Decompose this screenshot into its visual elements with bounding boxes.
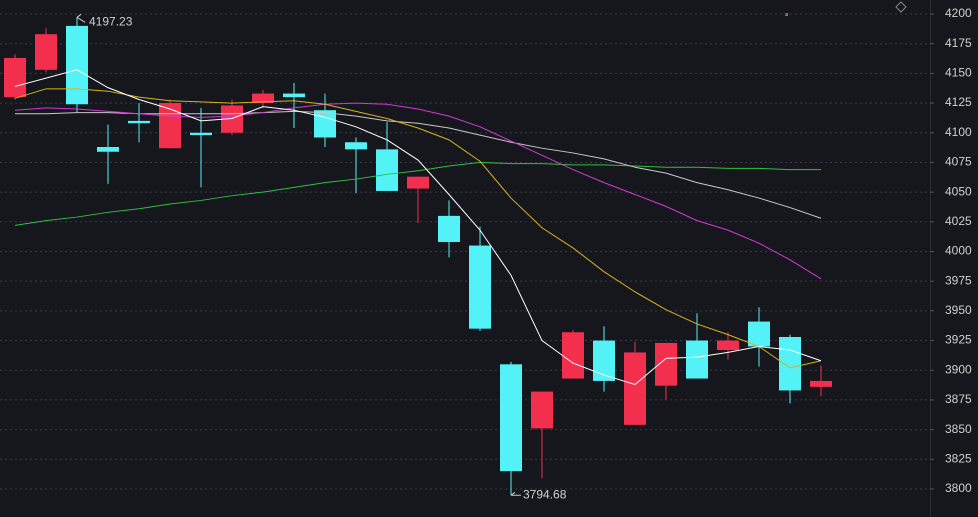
y-tick-label: 4000 (945, 244, 972, 258)
y-tick-label: 4075 (945, 155, 972, 169)
candle-body (252, 93, 274, 104)
y-tick-label: 3825 (945, 451, 972, 465)
candle-body (438, 215, 460, 242)
y-tick-label: 4100 (945, 125, 972, 139)
moving-average-line (14, 88, 822, 369)
y-tick-label: 3975 (945, 273, 972, 287)
y-tick-label: 3800 (945, 481, 972, 495)
y-tick-label: 3875 (945, 392, 972, 406)
candle-body (4, 57, 26, 98)
candle-body (407, 176, 429, 189)
y-tick-label: 4150 (945, 66, 972, 80)
y-tick-label: 4175 (945, 36, 972, 50)
candle-body (159, 103, 181, 149)
y-tick-label: 4200 (945, 6, 972, 20)
candle-body (748, 321, 770, 347)
low-annotation: 3794.68 (523, 487, 567, 501)
candle-body (376, 149, 398, 191)
candle-body (686, 340, 708, 379)
y-tick-label: 4125 (945, 95, 972, 109)
y-tick-label: 3850 (945, 422, 972, 436)
candle-body (66, 25, 88, 105)
candle-body (221, 105, 243, 133)
candle-body (190, 132, 212, 136)
settings-icon[interactable] (895, 1, 907, 13)
moving-average-line (14, 102, 822, 280)
y-tick-label: 4025 (945, 214, 972, 228)
moving-average-line (14, 69, 822, 386)
candle-body (655, 342, 677, 386)
y-tick-label: 3925 (945, 333, 972, 347)
candle-body (97, 147, 119, 152)
candle-body (717, 340, 739, 351)
high-annotation: 4197.23 (89, 14, 133, 28)
candle-body (531, 391, 553, 429)
candle-body (562, 332, 584, 379)
moving-average-line (15, 110, 822, 219)
annotation-pointer (76, 13, 86, 23)
candle-body (345, 142, 367, 150)
y-tick-label: 3950 (945, 303, 972, 317)
annotation-pointer (510, 491, 521, 496)
candle-body (35, 34, 57, 70)
moving-average-line (14, 161, 821, 226)
candle-body (624, 352, 646, 425)
candle-body (593, 340, 615, 381)
candle-body (469, 245, 491, 329)
candle-body (128, 120, 150, 124)
y-tick-label: 3900 (945, 362, 972, 376)
candle-body (283, 93, 305, 98)
y-tick-label: 4050 (945, 184, 972, 198)
candle-body (500, 364, 522, 472)
candle-body (810, 380, 832, 387)
candle-body (314, 110, 336, 138)
candle-body (779, 336, 801, 391)
